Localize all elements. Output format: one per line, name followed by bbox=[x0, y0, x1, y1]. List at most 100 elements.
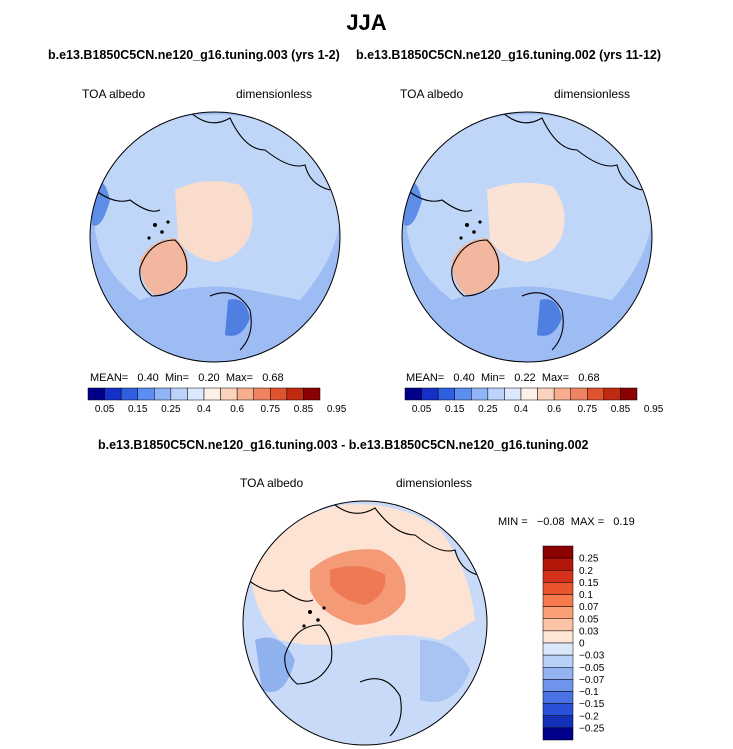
panel2-subtitle: b.e13.B1850C5CN.ne120_g16.tuning.002 (yr… bbox=[356, 48, 662, 62]
diff-colorbar-cell bbox=[542, 667, 574, 680]
diff-variable-label: TOA albedo bbox=[240, 476, 304, 490]
diff-min-label: MIN = bbox=[498, 516, 528, 528]
diff-island bbox=[302, 624, 306, 628]
diff-colorbar-tick-label: 0.03 bbox=[579, 626, 599, 637]
panel2-colorbar-cell bbox=[620, 387, 638, 401]
panel1-colorbar-tick-label: 0.6 bbox=[230, 404, 244, 415]
diff-island bbox=[322, 606, 326, 610]
diff-colorbar-cell bbox=[542, 727, 574, 741]
panel2-scandinavia-field bbox=[537, 299, 562, 336]
diff-colorbar-cell bbox=[542, 679, 574, 692]
diff-colorbar-tick-label: 0.25 bbox=[579, 554, 599, 565]
panel1-coastlines bbox=[94, 112, 331, 351]
diff-colorbar-cell bbox=[542, 703, 574, 716]
panel2-colorbar-cell bbox=[404, 387, 422, 401]
panel2-colorbar-cell bbox=[454, 387, 472, 401]
panel1-colorbar-tick-label: 0.75 bbox=[261, 404, 281, 415]
diff-islands bbox=[302, 606, 326, 628]
diff-colorbar-tick-label: −0.2 bbox=[579, 711, 599, 722]
diff-colorbar-cell bbox=[542, 545, 574, 559]
diff-colorbar-cell bbox=[542, 570, 574, 583]
diff-map-border bbox=[242, 500, 488, 746]
panel1-colorbar-cell bbox=[104, 387, 122, 401]
panel2-colorbar-tick-label: 0.75 bbox=[578, 404, 598, 415]
diff-units-label: dimensionless bbox=[396, 476, 473, 490]
panel2-mean-label: MEAN= bbox=[406, 372, 445, 384]
diff-colorbar-tick-label: −0.07 bbox=[579, 675, 605, 686]
diff-colorbar-tick-label: 0.15 bbox=[579, 578, 599, 589]
panel1-mean-value: 0.40 bbox=[137, 372, 159, 384]
panel2-colorbar-tick-label: 0.15 bbox=[445, 404, 465, 415]
panel1-coast-america bbox=[94, 189, 161, 212]
panel2-coast-greenland bbox=[451, 239, 500, 297]
diff-colorbar-cell bbox=[542, 557, 574, 571]
panel2-colorbar-cell bbox=[587, 387, 605, 401]
panel2-island bbox=[472, 230, 476, 234]
panel2-coast-europe bbox=[521, 292, 564, 351]
panel2-min-value: 0.22 bbox=[514, 372, 536, 384]
panel2-colorbar-cell bbox=[520, 387, 538, 401]
panel2-stats: MEAN= 0.40 Min= 0.22 Max= 0.68 bbox=[406, 372, 600, 384]
diff-colorbar-cell bbox=[542, 582, 574, 595]
panel1-variable-label: TOA albedo bbox=[82, 87, 146, 101]
panel1-max-value: 0.68 bbox=[262, 372, 284, 384]
panel1-colorbar-cell bbox=[253, 387, 271, 401]
diff-map bbox=[243, 501, 487, 745]
diff-subtitle: b.e13.B1850C5CN.ne120_g16.tuning.003 - b… bbox=[98, 438, 589, 452]
panel2-colorbar-cell bbox=[471, 387, 489, 401]
diff-colorbar-cell bbox=[542, 715, 574, 729]
diff-coast-greenland bbox=[284, 624, 333, 685]
panel2-island bbox=[478, 220, 482, 224]
diff-coast-europe bbox=[359, 678, 402, 737]
panel2-colorbar-cell bbox=[504, 387, 522, 401]
diff-colorbar-cell bbox=[542, 654, 574, 668]
panel2-ice-albedo-field bbox=[487, 182, 565, 262]
panel1-min-value: 0.20 bbox=[198, 372, 220, 384]
diff-stats: MIN = −0.08 MAX = 0.19 bbox=[498, 516, 635, 528]
diff-max-value: 0.19 bbox=[613, 516, 635, 528]
panel1-island bbox=[153, 223, 157, 227]
panel2-max-label: Max= bbox=[541, 372, 570, 384]
panel2-colorbar-cell bbox=[603, 387, 621, 401]
panel2-colorbar-cell bbox=[437, 387, 455, 401]
panel2-max-value: 0.68 bbox=[578, 372, 600, 384]
diff-colorbar-tick-label: −0.15 bbox=[579, 699, 605, 710]
diff-peak-field bbox=[330, 566, 386, 605]
panel1-colorbar: 0.05 0.15 0.25 0.4 0.6 0.75 0.85 0.95 bbox=[87, 387, 347, 415]
panel2-colorbar-tick-label: 0.6 bbox=[547, 404, 561, 415]
panel1-colorbar-cell bbox=[170, 387, 188, 401]
diff-colorbar-tick-label: 0.1 bbox=[579, 590, 593, 601]
panel1-mean-label: MEAN= bbox=[90, 372, 129, 384]
diff-colorbar-tick-label: −0.1 bbox=[579, 687, 599, 698]
panel2-colorbar-tick-label: 0.4 bbox=[514, 404, 528, 415]
diff-colorbar-tick-label: −0.03 bbox=[579, 651, 605, 662]
panel1-greenland-field bbox=[140, 238, 189, 295]
panel1-colorbar-cell bbox=[120, 387, 138, 401]
panel2-greenland-field bbox=[452, 238, 501, 295]
diff-island bbox=[316, 618, 320, 622]
diff-negative-field bbox=[255, 637, 295, 692]
panel1-colorbar-cell bbox=[270, 387, 288, 401]
diff-colorbar: 0.250.20.150.10.070.050.030−0.03−0.05−0.… bbox=[542, 545, 605, 741]
panel2-colorbar-tick-label: 0.25 bbox=[478, 404, 498, 415]
panel1-stats: MEAN= 0.40 Min= 0.20 Max= 0.68 bbox=[90, 372, 284, 384]
panel1-coast-greenland bbox=[139, 239, 188, 297]
diff-colorbar-cell bbox=[542, 594, 574, 607]
diff-island bbox=[308, 610, 312, 614]
panel1-map-border bbox=[89, 111, 341, 363]
panel1-coast-asia bbox=[189, 112, 331, 191]
panel1-island bbox=[166, 220, 170, 224]
panel1-colorbar-cell bbox=[286, 387, 304, 401]
panel2-coast-america bbox=[406, 189, 473, 212]
panel1-coast-europe bbox=[209, 292, 252, 351]
panel1-colorbar-tick-label: 0.05 bbox=[95, 404, 115, 415]
panel2-variable-label: TOA albedo bbox=[400, 87, 464, 101]
panel1-colorbar-cell bbox=[187, 387, 205, 401]
panel1-scandinavia-field bbox=[225, 299, 250, 336]
panel2-units-label: dimensionless bbox=[554, 87, 631, 101]
diff-colorbar-tick-label: −0.25 bbox=[579, 723, 605, 734]
panel2-map-border bbox=[401, 111, 653, 363]
diff-colorbar-cell bbox=[542, 630, 574, 644]
panel1-island bbox=[147, 236, 151, 240]
